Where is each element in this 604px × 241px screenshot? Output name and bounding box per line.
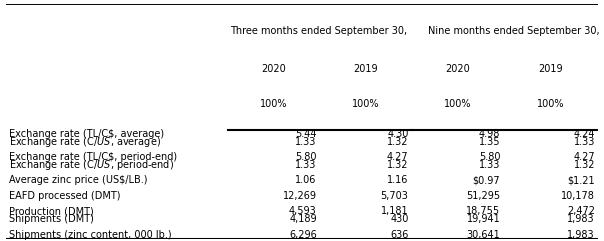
Text: 1,181: 1,181 <box>381 207 408 216</box>
Text: 4.24: 4.24 <box>574 129 595 139</box>
Text: Exchange rate (TL/C$, average): Exchange rate (TL/C$, average) <box>9 129 164 139</box>
Text: Production (DMT): Production (DMT) <box>9 207 94 216</box>
Text: 1.33: 1.33 <box>295 160 317 170</box>
Text: 5.80: 5.80 <box>479 152 500 162</box>
Text: 1,983: 1,983 <box>567 230 595 240</box>
Text: 430: 430 <box>390 214 408 224</box>
Text: 4,189: 4,189 <box>289 214 317 224</box>
Text: Exchange rate (TL/C$, period-end): Exchange rate (TL/C$, period-end) <box>9 152 177 162</box>
Text: 1.33: 1.33 <box>295 137 317 147</box>
Text: 1.32: 1.32 <box>574 160 595 170</box>
Text: 1.35: 1.35 <box>479 137 500 147</box>
Text: 18,755: 18,755 <box>466 207 500 216</box>
Text: 100%: 100% <box>443 99 471 109</box>
Text: 2019: 2019 <box>353 64 378 74</box>
Text: 4.27: 4.27 <box>387 152 408 162</box>
Text: 30,641: 30,641 <box>466 230 500 240</box>
Text: 1,983: 1,983 <box>567 214 595 224</box>
Text: 100%: 100% <box>352 99 379 109</box>
Text: 10,178: 10,178 <box>561 191 595 201</box>
Text: $1.21: $1.21 <box>567 175 595 185</box>
Text: 2020: 2020 <box>262 64 286 74</box>
Text: Shipments (DMT): Shipments (DMT) <box>9 214 94 224</box>
Text: 5.44: 5.44 <box>295 129 317 139</box>
Text: 4.98: 4.98 <box>479 129 500 139</box>
Text: 2019: 2019 <box>538 64 563 74</box>
Text: Exchange rate (C$/US$, average): Exchange rate (C$/US$, average) <box>9 134 161 149</box>
Text: Nine months ended September 30,: Nine months ended September 30, <box>428 26 599 36</box>
Text: 1.33: 1.33 <box>574 137 595 147</box>
Text: Average zinc price (US$/LB.): Average zinc price (US$/LB.) <box>9 175 147 185</box>
Text: $0.97: $0.97 <box>473 175 500 185</box>
Text: 1.16: 1.16 <box>387 175 408 185</box>
Text: 4,593: 4,593 <box>289 207 317 216</box>
Text: 4.30: 4.30 <box>387 129 408 139</box>
Text: 6,296: 6,296 <box>289 230 317 240</box>
Text: 4.27: 4.27 <box>573 152 595 162</box>
Text: Exchange rate (C$/US$, period-end): Exchange rate (C$/US$, period-end) <box>9 158 174 172</box>
Text: 12,269: 12,269 <box>283 191 317 201</box>
Text: Three months ended September 30,: Three months ended September 30, <box>230 26 407 36</box>
Text: 1.33: 1.33 <box>479 160 500 170</box>
Text: 100%: 100% <box>537 99 564 109</box>
Text: 100%: 100% <box>260 99 288 109</box>
Text: 5,703: 5,703 <box>381 191 408 201</box>
Text: 51,295: 51,295 <box>466 191 500 201</box>
Text: 1.32: 1.32 <box>387 137 408 147</box>
Text: 1.32: 1.32 <box>387 160 408 170</box>
Text: 2020: 2020 <box>445 64 470 74</box>
Text: 2,472: 2,472 <box>567 207 595 216</box>
Text: 5.80: 5.80 <box>295 152 317 162</box>
Text: 1.06: 1.06 <box>295 175 317 185</box>
Text: EAFD processed (DMT): EAFD processed (DMT) <box>9 191 121 201</box>
Text: Shipments (zinc content, 000 lb.): Shipments (zinc content, 000 lb.) <box>9 230 172 240</box>
Text: 19,941: 19,941 <box>466 214 500 224</box>
Text: 636: 636 <box>390 230 408 240</box>
